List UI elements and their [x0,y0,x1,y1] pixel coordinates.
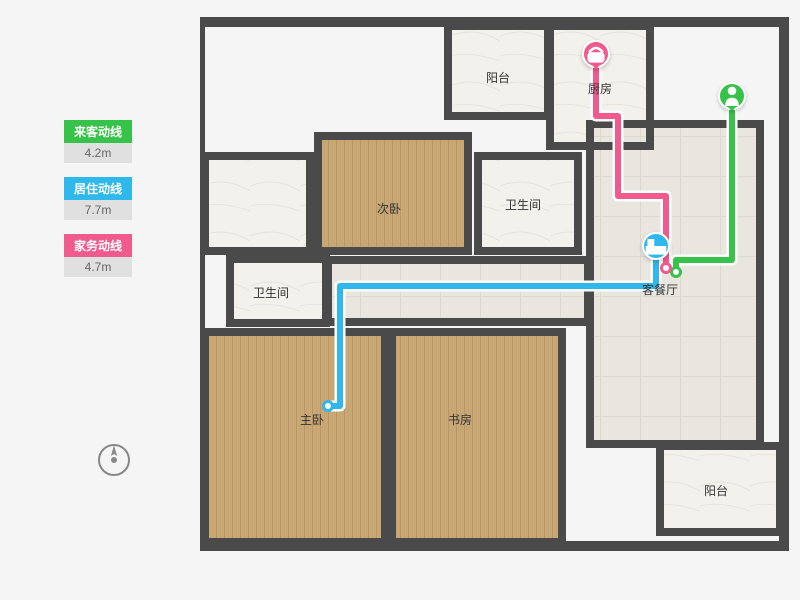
room-label-master_bed: 主卧 [300,411,324,428]
path-end-dot [322,400,334,412]
legend-item-guest: 来客动线 4.2m [64,120,132,163]
path-start-icon [718,82,746,110]
legend-value-guest: 4.2m [64,143,132,163]
room-secondary_bed [318,136,468,251]
path-start-icon [582,40,610,68]
room-label-living: 客餐厅 [642,281,678,298]
room-master_bed [205,332,385,542]
room-closet_left [205,156,310,251]
room-study [392,332,562,542]
compass-icon [96,442,132,483]
legend: 来客动线 4.2m 居住动线 7.7m 家务动线 4.7m [64,120,132,277]
room-label-bathroom_left: 卫生间 [253,284,289,301]
legend-value-living: 7.7m [64,200,132,220]
legend-label-guest: 来客动线 [64,120,132,143]
legend-label-housework: 家务动线 [64,234,132,257]
room-label-secondary_bed: 次卧 [377,200,401,217]
room-label-bathroom_top: 卫生间 [505,196,541,213]
path-start-icon [642,232,670,260]
room-label-study: 书房 [448,411,472,428]
floorplan: 阳台厨房次卧卫生间卫生间客餐厅主卧书房阳台 [200,16,790,576]
legend-item-housework: 家务动线 4.7m [64,234,132,277]
room-label-kitchen: 厨房 [588,80,612,97]
legend-item-living: 居住动线 7.7m [64,177,132,220]
room-label-balcony_top: 阳台 [486,69,510,86]
path-end-dot [660,262,672,274]
room-label-balcony_bot: 阳台 [704,482,728,499]
legend-label-living: 居住动线 [64,177,132,200]
legend-value-housework: 4.7m [64,257,132,277]
